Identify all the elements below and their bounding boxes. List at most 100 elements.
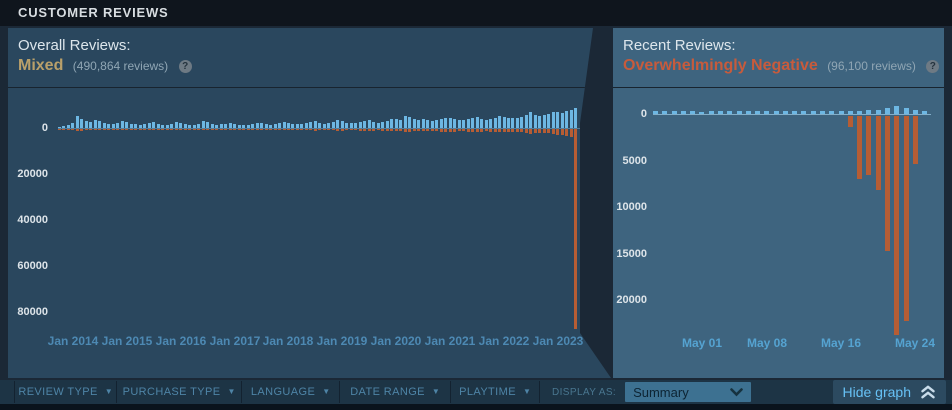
bar-negative bbox=[556, 129, 559, 135]
bar-positive bbox=[112, 124, 115, 128]
bar-positive bbox=[354, 123, 357, 128]
bar-positive bbox=[193, 125, 196, 128]
bar-negative bbox=[274, 129, 277, 130]
filter-purchase-type[interactable]: PURCHASE TYPE ▼ bbox=[117, 381, 242, 403]
bar-negative bbox=[386, 129, 389, 131]
bar-negative bbox=[125, 129, 128, 130]
bar-negative bbox=[318, 129, 321, 130]
bar-positive bbox=[498, 116, 501, 128]
bar-positive bbox=[336, 120, 339, 128]
x-tick-label: Jan 2020 bbox=[370, 334, 422, 348]
bar-positive bbox=[242, 125, 245, 128]
bar-negative bbox=[85, 129, 88, 130]
bar-negative bbox=[449, 129, 452, 132]
bar-positive bbox=[390, 119, 393, 128]
bar-negative bbox=[305, 129, 308, 130]
recent-reviews-graph[interactable]: 0 5000 10000 15000 20000 May 01 May 08 May 16 Ma… bbox=[613, 28, 944, 378]
bar-negative bbox=[359, 129, 362, 131]
bar-negative bbox=[184, 129, 187, 130]
overall-reviews-label: Overall Reviews: bbox=[18, 37, 131, 54]
bar-positive bbox=[157, 124, 160, 128]
display-as-select[interactable]: Summary bbox=[625, 382, 752, 402]
bar-negative bbox=[494, 129, 497, 132]
overall-reviews-panel: Overall Reviews: Mixed (490,864 reviews)… bbox=[8, 28, 611, 378]
bar-positive bbox=[85, 121, 88, 128]
filter-review-type[interactable]: REVIEW TYPE ▼ bbox=[15, 381, 117, 403]
bar-positive bbox=[363, 121, 366, 128]
bar-negative bbox=[520, 129, 523, 132]
help-icon[interactable]: ? bbox=[926, 60, 940, 73]
bar-negative bbox=[296, 129, 299, 130]
y-tick-label: 15000 bbox=[616, 248, 647, 260]
bar-negative bbox=[480, 129, 483, 132]
bar-negative bbox=[471, 129, 474, 132]
bar-negative bbox=[278, 129, 281, 130]
bar-negative bbox=[422, 129, 425, 131]
filter-label: REVIEW TYPE bbox=[18, 386, 98, 398]
bar-positive bbox=[80, 119, 83, 128]
bar-positive bbox=[327, 123, 330, 128]
bar-negative bbox=[489, 129, 492, 132]
x-tick-label: May 24 bbox=[894, 336, 936, 350]
overall-reviews-graph[interactable]: 0 20000 40000 60000 80000 Jan 2014 Jan 2015 Jan… bbox=[8, 28, 611, 378]
bar-positive bbox=[332, 122, 335, 128]
bar-positive bbox=[662, 111, 667, 114]
bar-negative bbox=[206, 129, 209, 130]
bar-positive bbox=[130, 124, 133, 128]
panel-divider bbox=[613, 87, 944, 88]
bar-negative bbox=[220, 129, 223, 130]
bar-positive bbox=[417, 120, 420, 128]
bar-positive bbox=[211, 124, 214, 128]
y-tick-label: 0 bbox=[640, 108, 647, 120]
bar-positive bbox=[143, 124, 146, 128]
bar-positive bbox=[184, 124, 187, 128]
bar-negative bbox=[876, 116, 881, 190]
bar-negative bbox=[507, 129, 510, 132]
bar-positive bbox=[485, 120, 488, 128]
bar-positive bbox=[471, 118, 474, 128]
bar-negative bbox=[130, 129, 133, 130]
x-tick-label: Jan 2023 bbox=[532, 334, 584, 348]
bar-positive bbox=[206, 122, 209, 128]
bar-negative bbox=[107, 129, 110, 130]
hide-graph-button[interactable]: Hide graph bbox=[832, 380, 946, 404]
bar-negative bbox=[152, 129, 155, 130]
bar-positive bbox=[381, 122, 384, 128]
bar-negative bbox=[547, 129, 550, 133]
bar-positive bbox=[547, 114, 550, 128]
filter-language[interactable]: LANGUAGE ▼ bbox=[242, 381, 340, 403]
x-tick-label: Jan 2016 bbox=[155, 334, 207, 348]
bar-positive bbox=[444, 118, 447, 128]
bar-positive bbox=[511, 118, 514, 128]
bar-negative bbox=[363, 129, 366, 131]
bar-positive bbox=[386, 121, 389, 128]
bar-negative bbox=[444, 129, 447, 132]
filter-date-range[interactable]: DATE RANGE ▼ bbox=[340, 381, 451, 403]
bar-negative bbox=[58, 129, 61, 130]
bar-positive bbox=[274, 124, 277, 128]
bar-negative bbox=[265, 129, 268, 130]
bar-negative bbox=[458, 129, 461, 131]
bar-negative bbox=[67, 129, 70, 130]
bar-negative bbox=[309, 129, 312, 130]
section-header: CUSTOMER REVIEWS bbox=[0, 0, 952, 26]
bar-positive bbox=[913, 110, 918, 114]
hide-graph-label: Hide graph bbox=[842, 384, 912, 400]
bar-negative bbox=[498, 129, 501, 132]
bar-negative bbox=[179, 129, 182, 130]
help-icon[interactable]: ? bbox=[178, 60, 192, 73]
display-as-group: DISPLAY AS: Summary bbox=[552, 382, 752, 402]
bar-positive bbox=[866, 110, 871, 114]
bar-positive bbox=[435, 120, 438, 128]
bar-positive bbox=[314, 121, 317, 128]
filter-playtime[interactable]: PLAYTIME ▼ bbox=[451, 381, 540, 403]
chevron-down-icon: ▼ bbox=[431, 387, 440, 396]
bar-negative bbox=[94, 129, 97, 130]
bar-negative bbox=[435, 129, 438, 131]
double-chevron-up-icon bbox=[921, 385, 935, 399]
display-as-label: DISPLAY AS: bbox=[552, 386, 617, 398]
bar-negative bbox=[283, 129, 286, 130]
bar-negative bbox=[62, 129, 65, 130]
chevron-down-icon: ▼ bbox=[227, 387, 236, 396]
bar-positive bbox=[839, 111, 844, 114]
